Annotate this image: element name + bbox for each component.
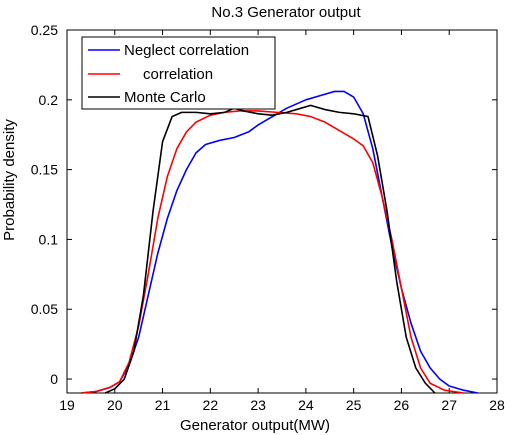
legend-label-3: Monte Carlo [124, 89, 206, 106]
x-tick-label: 19 [59, 397, 75, 413]
legend-label-1: Neglect correlation [124, 42, 249, 59]
x-tick-label: 23 [250, 397, 266, 413]
legend-label-2: correlation [143, 66, 213, 83]
x-tick-label: 22 [203, 397, 219, 413]
x-axis-label: Generator output(MW) [180, 417, 330, 434]
y-axis-ticks: 0 0.05 0.1 0.15 0.2 0.25 [31, 22, 497, 387]
y-tick-label: 0.25 [31, 22, 58, 38]
x-tick-label: 24 [298, 397, 314, 413]
x-tick-label: 28 [489, 397, 505, 413]
legend: Neglect correlation correlation Monte Carl… [81, 36, 276, 110]
x-tick-label: 25 [346, 397, 362, 413]
x-tick-label: 21 [155, 397, 171, 413]
y-tick-label: 0.1 [39, 231, 59, 247]
series-layer [81, 90, 479, 394]
y-tick-label: 0.05 [31, 301, 58, 317]
x-tick-label: 27 [441, 397, 457, 413]
x-axis-ticks: 19 20 21 22 23 24 25 26 27 28 [59, 30, 505, 413]
y-axis-label: Probability density [1, 119, 18, 241]
chart-title: No.3 Generator output [211, 4, 361, 21]
series-line-3 [104, 104, 436, 394]
x-tick-label: 26 [394, 397, 410, 413]
x-tick-label: 20 [107, 397, 123, 413]
y-tick-label: 0 [50, 371, 58, 387]
y-tick-label: 0.15 [31, 162, 58, 178]
y-tick-label: 0.2 [39, 92, 59, 108]
